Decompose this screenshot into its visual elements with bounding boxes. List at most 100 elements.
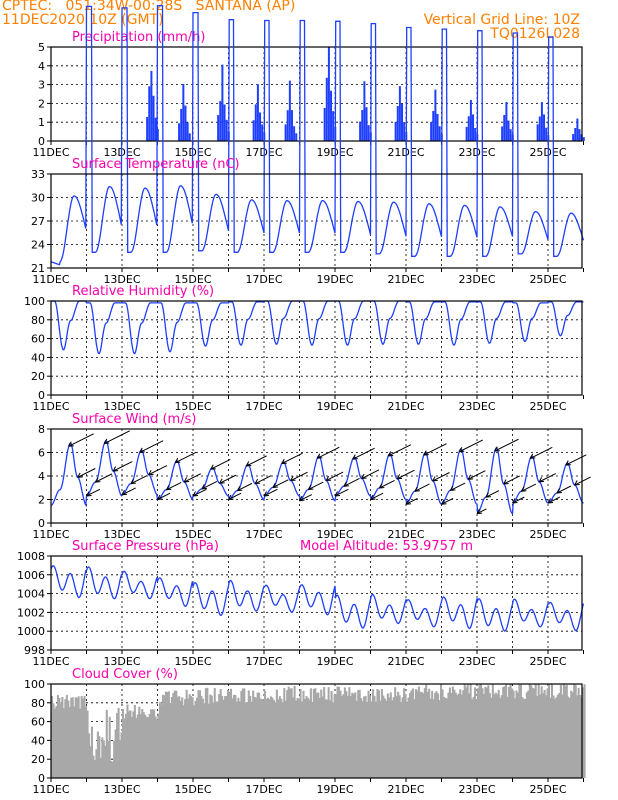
cloud-bar (497, 689, 500, 778)
cloud-bar (123, 718, 126, 778)
cloud-bar (456, 695, 459, 778)
wind-arrow (512, 496, 525, 504)
precip-bar (154, 117, 157, 141)
precip-bar (148, 86, 151, 141)
cloud-bar (493, 694, 496, 778)
cloud-bar (203, 703, 206, 778)
cloud-bar (259, 698, 262, 778)
precip-bar (432, 110, 435, 141)
cloud-bar (281, 702, 284, 778)
wind-arrow (77, 468, 96, 478)
cloud-bar (308, 699, 311, 778)
cloud-bar (240, 690, 243, 778)
wind-arrow (379, 479, 395, 489)
x-tick-label: 23DEC (458, 400, 495, 413)
cloud-bar (579, 694, 582, 778)
cloud-bar (116, 712, 119, 778)
cloud-bar (229, 688, 233, 778)
cloud-bar (190, 696, 193, 778)
cloud-bar (113, 740, 116, 778)
humidity-line (51, 300, 584, 355)
y-tick-label: 4 (38, 60, 45, 73)
cloud-bar (453, 689, 456, 778)
wind-arrow-head (520, 486, 527, 492)
x-tick-label: 23DEC (458, 655, 495, 668)
run-date: 11DEC2020 10Z (GMT) (2, 12, 164, 28)
wind-arrow (192, 488, 207, 497)
cloud-bar (264, 690, 267, 778)
cloud-bar (99, 757, 102, 778)
cloud-bar (194, 700, 197, 778)
cloud-bar (428, 688, 431, 778)
wind-arrow (95, 473, 113, 483)
cloud-bar (274, 702, 277, 778)
cloud-bar (422, 693, 425, 778)
cloud-bar (101, 737, 104, 778)
y-tick-label: 33 (31, 168, 45, 181)
wind-arrow-head (86, 491, 92, 497)
panel-title: Surface Pressure (hPa) (72, 539, 219, 554)
precip-bar (259, 112, 262, 141)
cloud-bar (540, 686, 543, 778)
cloud-bar (95, 749, 98, 778)
cloud-bar (210, 695, 213, 778)
precip-bar (219, 101, 222, 141)
wind-arrow (414, 483, 430, 492)
cloud-bar (188, 694, 191, 778)
cloud-bar (107, 741, 110, 778)
cloud-bar (502, 687, 505, 778)
cloud-bar (228, 691, 231, 778)
cloud-bar (417, 686, 420, 778)
wind-arrow-head (307, 484, 314, 491)
cloud-bar (478, 684, 481, 778)
cloud-bar (383, 698, 386, 778)
cloud-bar (488, 693, 491, 778)
cloud-bar (426, 691, 429, 778)
cloud-bar (546, 688, 549, 778)
cloud-bar (173, 690, 176, 778)
cloud-bar (450, 693, 453, 778)
wind-arrow-head (538, 477, 545, 483)
cloud-bar (564, 685, 567, 778)
x-tick-label: 17DEC (245, 655, 282, 668)
precip-bar (572, 134, 575, 141)
cloud-bar (305, 696, 308, 778)
cloud-bar (491, 684, 494, 778)
precip-bar (540, 102, 543, 141)
precip-bar (574, 127, 577, 141)
cloud-bar (401, 697, 404, 778)
cloud-bar (178, 696, 181, 778)
wind-arrow (237, 482, 253, 492)
precip-bar (182, 83, 185, 141)
precip-bar (150, 70, 153, 141)
cloud-bar (367, 690, 370, 778)
cloud-bar (261, 699, 264, 778)
x-tick-label: 19DEC (316, 400, 353, 413)
cloud-bar (388, 697, 391, 778)
cloud-bar (413, 699, 416, 778)
wind-arrow-head (334, 491, 341, 497)
precip-bar (359, 121, 362, 141)
cloud-bar (400, 701, 403, 778)
cloud-bar (314, 688, 317, 778)
y-tick-label: 8 (38, 423, 45, 436)
y-tick-label: 1004 (17, 588, 45, 601)
x-tick-label: 11DEC (32, 146, 69, 159)
cloud-bar (475, 699, 478, 778)
cloud-bar (238, 701, 241, 778)
cloud-bar (160, 704, 163, 778)
wind-arrow (263, 488, 278, 497)
cloud-bar (324, 699, 327, 778)
cloud-bar (545, 695, 548, 778)
cloud-bar (471, 699, 474, 778)
precip-bar (543, 114, 546, 141)
cloud-bar (141, 709, 144, 778)
cloud-bar (320, 689, 323, 778)
wind-arrow (450, 482, 466, 491)
cloud-bar (528, 684, 531, 778)
cloud-bar (122, 708, 125, 778)
precip-bar (576, 118, 579, 141)
cloud-bar (506, 696, 509, 778)
cloud-bar (53, 708, 57, 778)
